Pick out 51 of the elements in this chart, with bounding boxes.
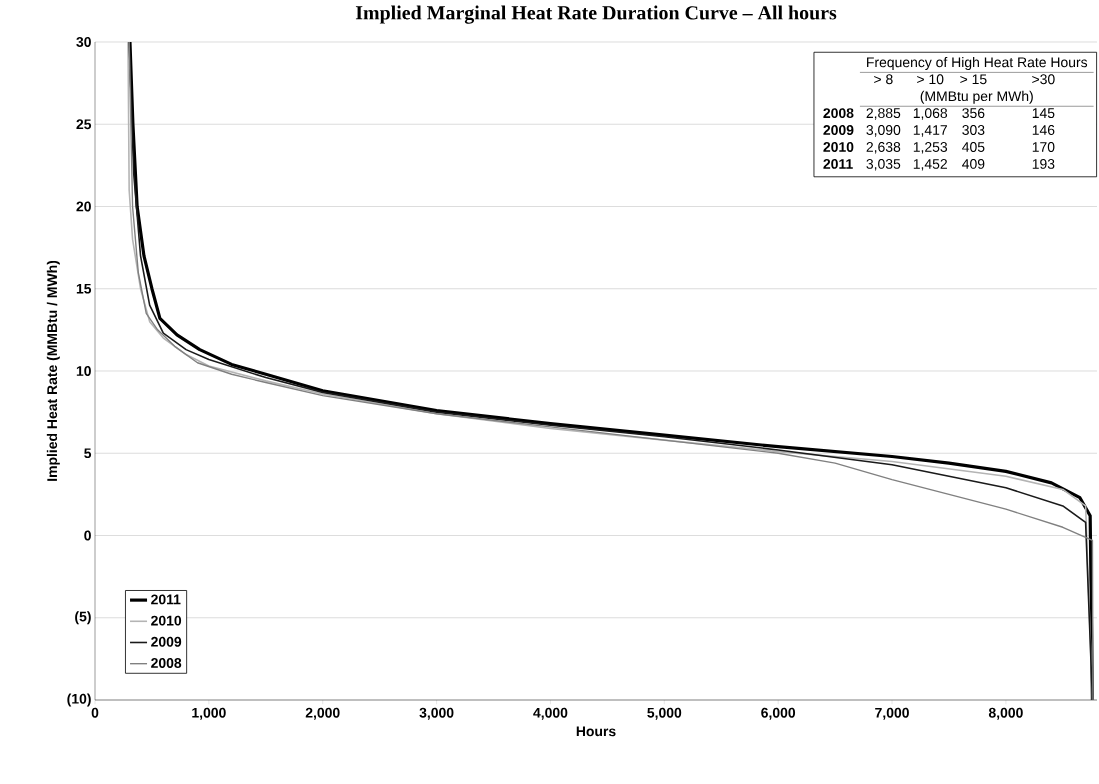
y-tick-label: (5) xyxy=(75,611,91,625)
annotation: 2,885 xyxy=(866,108,901,120)
y-tick-label: 20 xyxy=(76,201,91,212)
x-axis-title: Hours xyxy=(576,726,616,737)
x-tick-label: 0 xyxy=(91,707,99,718)
y-axis-title: Implied Heat Rate (MMBtu / MWh) xyxy=(46,260,60,481)
annotation: 1,253 xyxy=(913,142,948,154)
annotation: 193 xyxy=(1032,158,1055,169)
y-tick-label: 25 xyxy=(76,119,92,130)
annotation: (MMBtu per MWh) xyxy=(920,90,1033,104)
annotation: 405 xyxy=(962,142,985,152)
annotation: 2,638 xyxy=(866,142,901,154)
y-tick-label: 10 xyxy=(76,366,91,376)
x-tick-label: 1,000 xyxy=(192,707,226,720)
chart-title: Implied Marginal Heat Rate Duration Curve – All hours xyxy=(355,5,837,24)
x-tick-label: 3,000 xyxy=(419,707,454,720)
annotation: 1,068 xyxy=(913,108,948,120)
annotation: > 8 xyxy=(874,74,893,85)
annotation: >30 xyxy=(1032,74,1055,85)
annotation: 356 xyxy=(962,108,985,119)
annotation: 145 xyxy=(1032,108,1055,119)
annotation: 2009 xyxy=(823,125,854,135)
annotation: 1,452 xyxy=(913,158,947,171)
y-tick-label: 5 xyxy=(84,448,92,459)
annotation: 3,035 xyxy=(866,158,901,171)
annotation: 146 xyxy=(1032,125,1055,135)
annotation: 170 xyxy=(1032,142,1055,152)
x-tick-label: 8,000 xyxy=(988,707,1023,720)
legend-label: 2011 xyxy=(151,594,181,605)
y-tick-label: (10) xyxy=(67,693,91,707)
annotation: Frequency of High Heat Rate Hours xyxy=(867,57,1088,70)
legend-label: 2010 xyxy=(151,615,182,626)
annotation: > 10 xyxy=(917,74,944,85)
annotation: 2010 xyxy=(823,142,854,152)
y-tick-label: 30 xyxy=(76,37,91,47)
legend-label: 2008 xyxy=(151,658,182,668)
x-tick-label: 4,000 xyxy=(533,707,568,720)
x-tick-label: 2,000 xyxy=(305,707,340,720)
y-tick-label: 15 xyxy=(76,283,92,294)
annotation: > 15 xyxy=(960,74,987,85)
annotation: 2011 xyxy=(823,158,853,169)
legend-label: 2009 xyxy=(151,636,182,647)
x-tick-label: 5,000 xyxy=(647,707,682,720)
annotation: 303 xyxy=(962,125,985,135)
y-tick-label: 0 xyxy=(84,530,91,541)
x-tick-label: 7,000 xyxy=(875,707,909,720)
annotation: 1,417 xyxy=(913,125,947,137)
x-tick-label: 6,000 xyxy=(761,707,796,720)
annotation: 3,090 xyxy=(866,125,901,137)
annotation: 409 xyxy=(962,158,985,169)
annotation: 2008 xyxy=(823,108,854,119)
